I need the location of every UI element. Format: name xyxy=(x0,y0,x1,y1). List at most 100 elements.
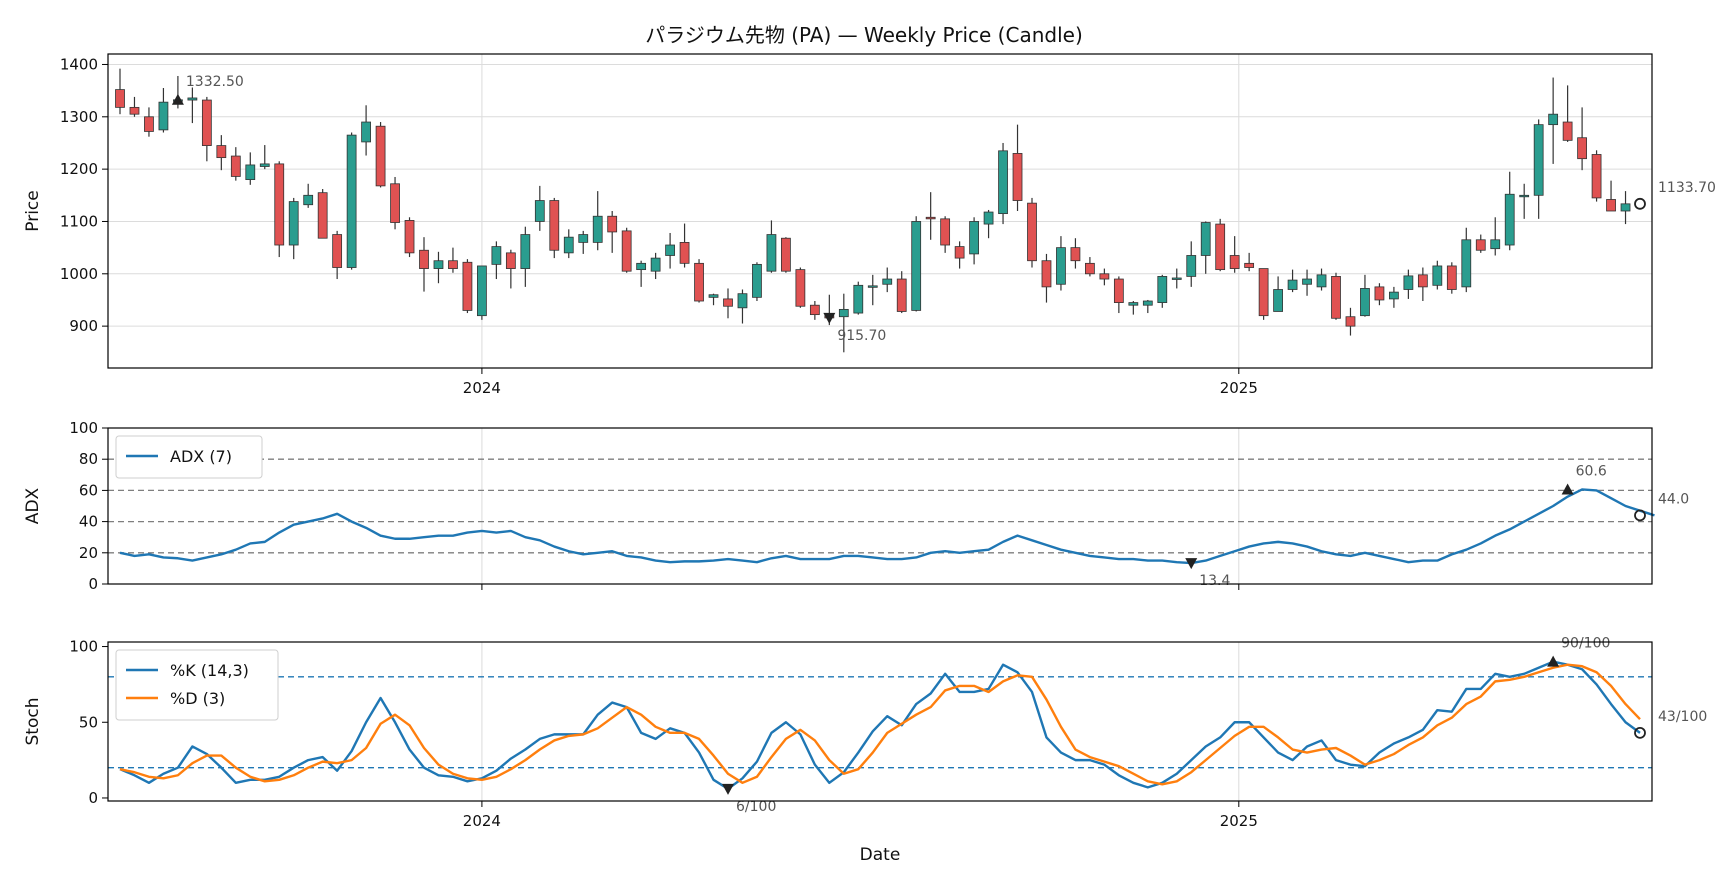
candle-down xyxy=(723,298,733,307)
candle-down xyxy=(1475,239,1486,251)
legend-box xyxy=(115,435,263,479)
legend-label: %K (14,3) xyxy=(170,661,249,680)
candle-up xyxy=(534,200,545,222)
candle-down xyxy=(216,145,227,159)
candle-up xyxy=(1519,194,1530,198)
candle-down xyxy=(1085,262,1095,275)
candle-up xyxy=(1171,277,1182,280)
candle-down xyxy=(1041,260,1052,288)
min-annotation: 13.4 xyxy=(1199,573,1230,589)
axes-frame xyxy=(107,641,1653,802)
series-line-2 xyxy=(119,663,1641,786)
chart-title: パラジウム先物 (PA) — Weekly Price (Candle) xyxy=(645,23,1083,47)
candle-down xyxy=(795,269,806,307)
candle-up xyxy=(433,260,444,269)
candle-up xyxy=(737,293,748,309)
legend-label: ADX (7) xyxy=(170,447,232,466)
candle-up xyxy=(592,215,603,243)
candle-up xyxy=(1389,291,1399,300)
candle-up xyxy=(1287,279,1298,290)
candle-down xyxy=(1244,262,1255,268)
candle-down xyxy=(1446,265,1457,290)
y-tick-label: 50 xyxy=(79,713,98,731)
max-marker xyxy=(171,93,184,105)
y-axis-title: Stoch xyxy=(23,698,43,746)
candle-up xyxy=(853,284,864,314)
y-tick-label: 1000 xyxy=(60,265,98,283)
candle-up xyxy=(259,163,270,167)
candle-down xyxy=(462,261,473,311)
max-annotation: 60.6 xyxy=(1576,463,1607,479)
candle-down xyxy=(375,125,386,187)
min-annotation: 915.70 xyxy=(837,328,886,344)
candle-down xyxy=(1099,273,1110,280)
max-annotation: 90/100 xyxy=(1561,636,1610,652)
candle-down xyxy=(607,215,618,233)
candle-up xyxy=(491,246,502,265)
candle-up xyxy=(636,262,647,271)
candle-down xyxy=(129,106,140,115)
y-tick-label: 1100 xyxy=(60,212,98,230)
candle-down xyxy=(419,249,429,269)
last-value-annotation: 44.0 xyxy=(1658,491,1689,507)
candle-down xyxy=(1027,202,1037,262)
candle-up xyxy=(1620,203,1631,212)
candle-up xyxy=(288,201,299,246)
candle-down xyxy=(505,252,516,269)
y-axis-title: ADX xyxy=(23,487,43,524)
axes-frame xyxy=(107,427,1653,585)
candle-up xyxy=(477,265,487,317)
candle-down xyxy=(1215,223,1226,271)
candle-up xyxy=(650,257,661,272)
candle-up xyxy=(361,121,371,143)
candle-up xyxy=(1490,239,1501,250)
candle-up xyxy=(983,211,994,225)
candle-down xyxy=(1606,199,1616,212)
candle-down xyxy=(1345,316,1356,327)
candle-up xyxy=(245,164,256,181)
candle-down xyxy=(201,99,212,146)
y-tick-label: 1400 xyxy=(60,55,98,73)
x-tick-label: 2024 xyxy=(463,812,501,830)
y-tick-label: 60 xyxy=(79,481,98,499)
candle-down xyxy=(144,116,154,132)
candle-down xyxy=(317,192,328,239)
min-marker xyxy=(823,312,836,324)
candle-down xyxy=(1331,276,1341,319)
candle-up xyxy=(1461,239,1472,288)
y-tick-label: 1200 xyxy=(60,160,98,178)
candle-up xyxy=(303,194,314,206)
candle-up xyxy=(1316,274,1327,288)
legend: ADX (7) xyxy=(115,435,263,479)
legend-label: %D (3) xyxy=(170,689,225,708)
min-marker xyxy=(722,783,734,795)
candle-down xyxy=(1113,278,1124,303)
candle-down xyxy=(679,241,690,264)
candle-up xyxy=(766,234,777,272)
candle-down xyxy=(1229,255,1240,269)
candle-down xyxy=(1417,274,1428,288)
candle-down xyxy=(1591,154,1602,199)
legend: %K (14,3) %D (3) xyxy=(115,649,279,721)
y-tick-label: 0 xyxy=(88,575,98,593)
candle-down xyxy=(621,230,632,272)
candle-down xyxy=(694,262,704,302)
candle-up xyxy=(752,263,762,298)
series-line-1 xyxy=(119,488,1655,565)
candle-up xyxy=(911,221,922,311)
candle-down xyxy=(549,200,560,251)
candle-up xyxy=(1157,276,1168,303)
last-value-annotation: 1133.70 xyxy=(1658,180,1716,196)
candle-down xyxy=(809,304,820,316)
last-value-marker xyxy=(1634,509,1646,522)
legend-box xyxy=(115,649,279,721)
candle-up xyxy=(1142,300,1153,306)
candle-up xyxy=(563,236,574,254)
candle-down xyxy=(1562,121,1573,141)
x-tick-label: 2024 xyxy=(463,379,501,397)
candle-up xyxy=(1533,124,1544,196)
candle-up xyxy=(158,101,169,131)
x-tick-label: 2025 xyxy=(1220,812,1258,830)
panel-1: 2024 2025 900 1000 1100 1200 1300 1400 Price 1332… xyxy=(23,53,1716,397)
